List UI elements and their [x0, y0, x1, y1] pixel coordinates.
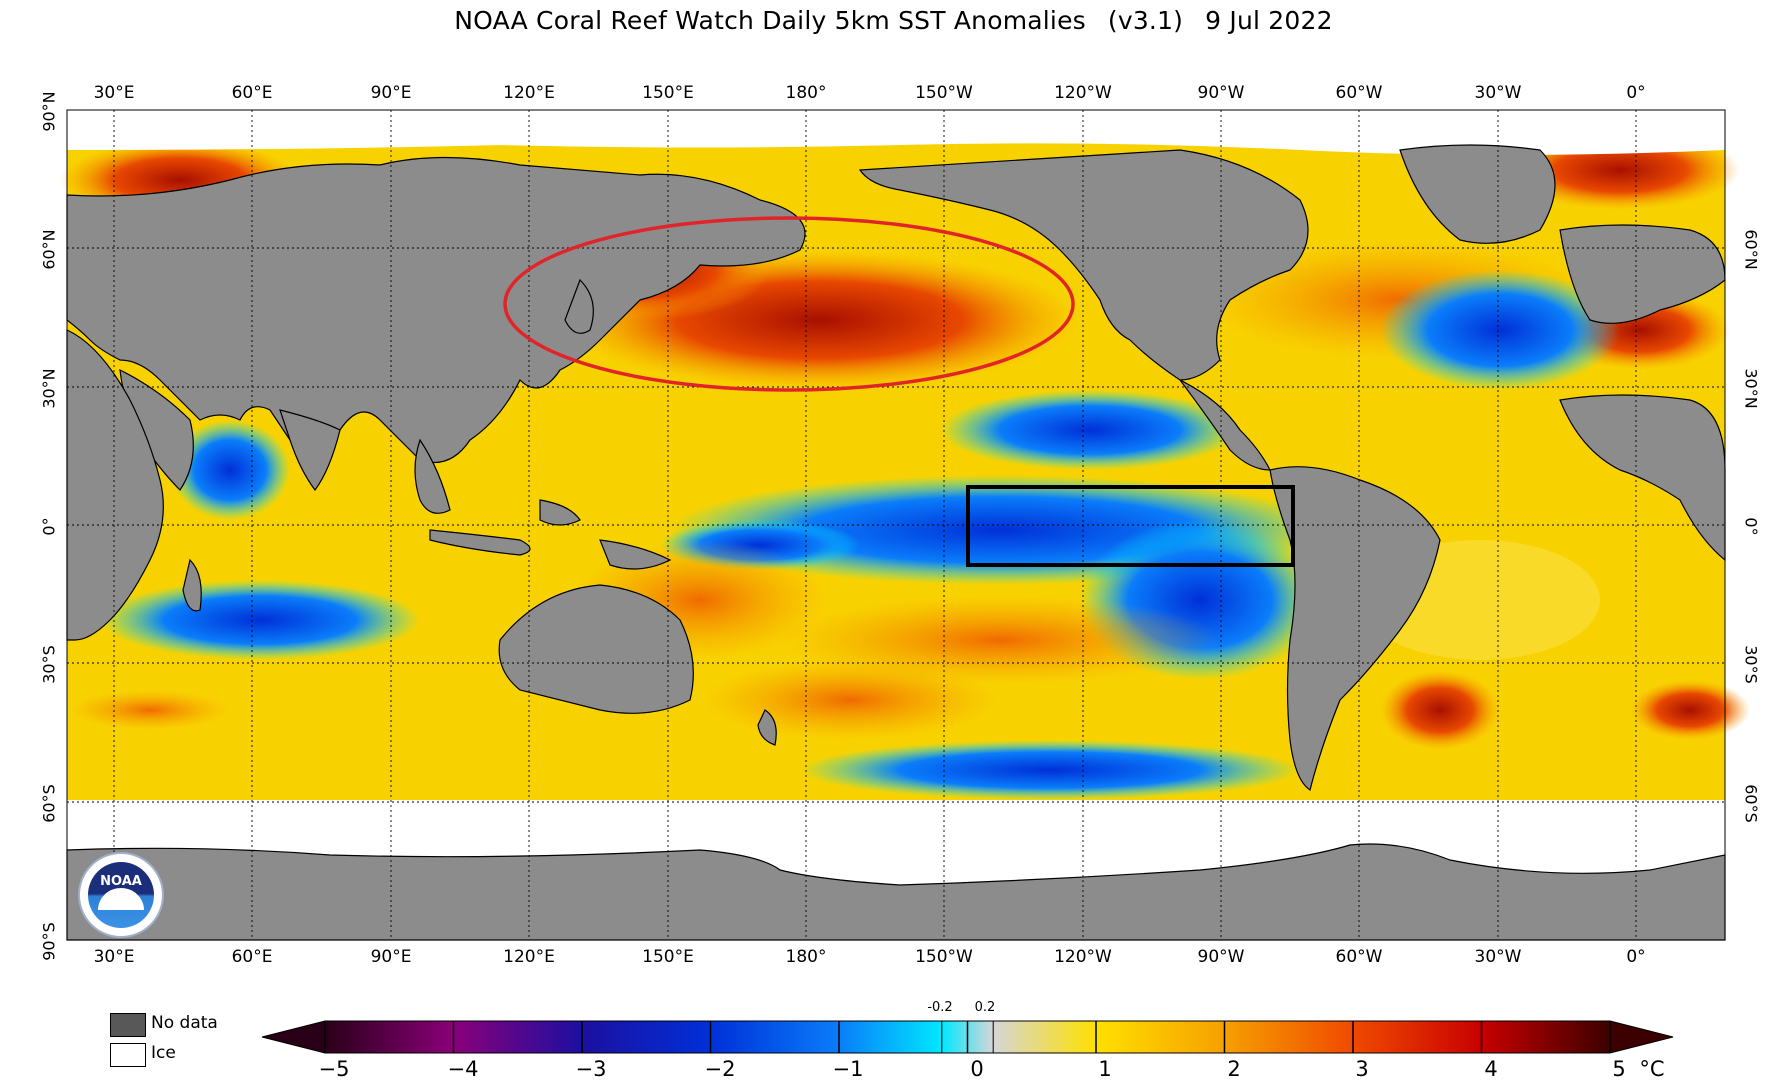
colorbar-tick-label: 0	[970, 1057, 984, 1081]
lat-label: 30°N	[1741, 368, 1761, 409]
lon-label: 150°E	[642, 947, 694, 967]
colorbar-tick-label: 4	[1484, 1057, 1498, 1081]
lat-label: 30°S	[1741, 645, 1761, 684]
lon-label: 90°E	[370, 83, 412, 103]
lon-label: 30°W	[1474, 83, 1522, 103]
map-title: NOAA Coral Reef Watch Daily 5km SST Anom…	[0, 6, 1787, 35]
lon-label: 0°	[1626, 83, 1646, 103]
colorbar-small-label: -0.2	[927, 1000, 953, 1015]
colorbar-tick-label: −3	[575, 1057, 607, 1081]
lon-label: 120°E	[503, 947, 555, 967]
lat-label: 60°N	[1741, 229, 1761, 270]
lon-label: 150°E	[642, 83, 694, 103]
lon-label: 90°W	[1197, 83, 1245, 103]
lat-label: 90°S	[39, 922, 59, 961]
lon-label: 120°W	[1054, 83, 1112, 103]
colorbar-unit: °C	[1639, 1057, 1665, 1081]
colorbar-tick-label: 3	[1355, 1057, 1369, 1081]
graticule	[67, 110, 1725, 940]
lat-label: 30°N	[39, 368, 59, 409]
lon-label: 150°W	[915, 947, 973, 967]
lon-label: 30°W	[1474, 947, 1522, 967]
colorbar-tick-label: 5	[1612, 1057, 1626, 1081]
title-main: NOAA Coral Reef Watch Daily 5km SST Anom…	[454, 6, 1086, 35]
lon-label: 30°E	[93, 947, 135, 967]
colorbar-tick-label: −1	[832, 1057, 864, 1081]
ice-swatch	[110, 1043, 146, 1067]
lat-label: 90°N	[39, 91, 59, 132]
lon-label: 60°W	[1335, 83, 1383, 103]
colorbar-tick-label: −4	[447, 1057, 479, 1081]
lon-label: 0°	[1626, 947, 1646, 967]
colorbar-tick-label: 1	[1098, 1057, 1112, 1081]
colorbar-min-arrow	[261, 1020, 326, 1054]
ice-label: Ice	[151, 1043, 176, 1063]
lon-label: 60°E	[231, 947, 273, 967]
lon-label: 120°W	[1054, 947, 1112, 967]
no-data-swatch	[110, 1013, 146, 1037]
lon-label: 60°W	[1335, 947, 1383, 967]
lon-label: 60°E	[231, 83, 273, 103]
colorbar-max-arrow	[1609, 1020, 1674, 1054]
lon-label: 90°W	[1197, 947, 1245, 967]
noaa-logo: NOAA	[78, 852, 164, 938]
colorbar-tick-label: 2	[1227, 1057, 1241, 1081]
lon-label: 180°	[785, 947, 827, 967]
lon-label: 120°E	[503, 83, 555, 103]
map-frame	[66, 109, 1726, 941]
colorbar-small-label: 0.2	[974, 1000, 996, 1015]
title-date: 9 Jul 2022	[1205, 6, 1333, 35]
lat-label: 0°	[39, 517, 59, 536]
arctic-sea-ice	[67, 110, 1725, 155]
no-data-label: No data	[151, 1013, 218, 1033]
title-version: (v3.1)	[1107, 6, 1184, 35]
lon-label: 180°	[785, 83, 827, 103]
north-pacific-warm-circle	[503, 216, 1075, 392]
lon-label: 90°E	[370, 947, 412, 967]
colorbar-tick-label: −5	[318, 1057, 350, 1081]
lat-label: 60°S	[39, 784, 59, 823]
lat-label: 30°S	[39, 645, 59, 684]
lat-label: 60°N	[39, 229, 59, 270]
lon-label: 150°W	[915, 83, 973, 103]
equatorial-pacific-box	[966, 485, 1295, 567]
lat-label: 60°S	[1741, 784, 1761, 823]
lat-label: 0°	[1741, 517, 1761, 536]
colorbar	[261, 1020, 1674, 1054]
lon-label: 30°E	[93, 83, 135, 103]
colorbar-tick-label: −2	[704, 1057, 736, 1081]
